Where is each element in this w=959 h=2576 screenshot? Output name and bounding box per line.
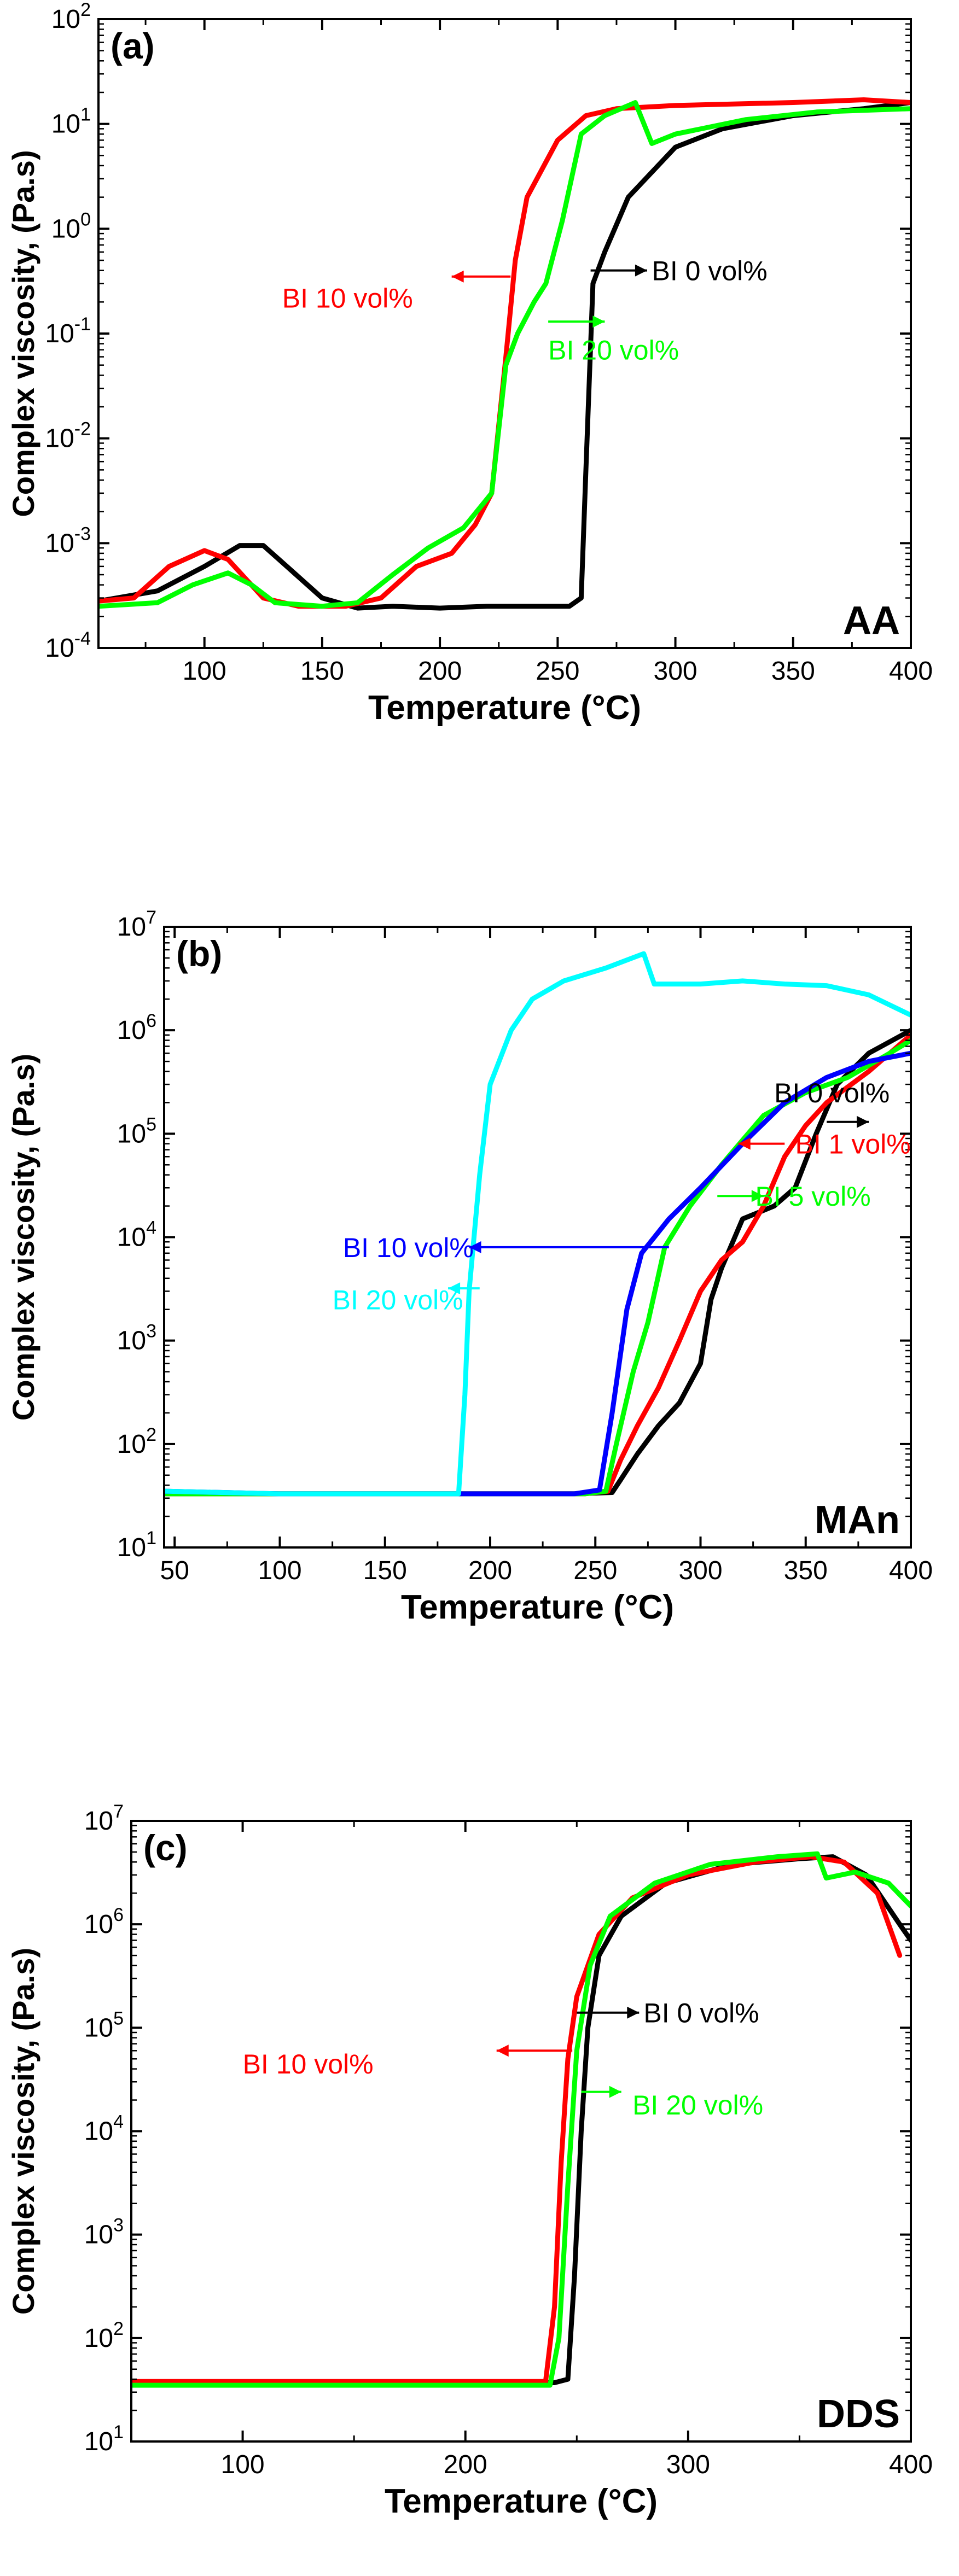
x-tick-label: 350 [771, 657, 815, 686]
annotation-arrow-head [496, 2045, 509, 2057]
y-tick-label: 10-1 [45, 314, 91, 348]
y-tick-label: 102 [51, 0, 91, 34]
x-tick-label: 350 [784, 1556, 828, 1585]
y-tick-label: 10-4 [45, 628, 91, 663]
series-group [98, 97, 911, 611]
annotation-4: BI 10 vol% [343, 1232, 669, 1263]
x-tick-label: 100 [183, 657, 226, 686]
annotation-2: BI 0 vol% [590, 256, 768, 287]
y-axis-title: Complex viscosity, (Pa.s) [6, 1054, 40, 1421]
annotation-label: BI 0 vol% [643, 1998, 759, 2029]
annotation-3: BI 5 vol% [717, 1181, 871, 1212]
series-line-1 [98, 100, 911, 611]
annotation-arrow-head [627, 2006, 640, 2019]
annotation-5: BI 20 vol% [333, 1282, 480, 1315]
annotation-label: BI 20 vol% [632, 2090, 763, 2121]
y-tick-label: 103 [84, 2215, 124, 2250]
annotation-arrow-head [738, 1137, 751, 1150]
panel-1: 100 150 200 250 300 350 400 10-4 10-3 10-2 10-1 100… [6, 0, 933, 727]
annotation-3: BI 20 vol% [548, 316, 679, 366]
y-tick-label: 102 [84, 2318, 124, 2353]
x-tick-label: 300 [678, 1556, 722, 1585]
panel-3: 100 200 300 400 101 102 103 104 105 106 107 Tempera… [6, 1801, 933, 2520]
y-tick-label: 10-3 [45, 523, 91, 558]
x-tick-label: 150 [363, 1556, 407, 1585]
x-tick-label: 200 [468, 1556, 512, 1585]
annotation-arrow-head [448, 1282, 461, 1295]
annotation-2: BI 0 vol% [577, 1998, 759, 2029]
x-tick-label: 150 [300, 657, 344, 686]
y-tick-label: 106 [117, 1010, 156, 1045]
series-line-3 [98, 100, 911, 609]
x-tick-label: 400 [889, 1556, 933, 1585]
annotation-label: BI 10 vol% [343, 1232, 474, 1263]
annotation-arrow-head [609, 2086, 621, 2098]
y-tick-label: 106 [84, 1905, 124, 1939]
x-tick-label: 250 [536, 657, 579, 686]
y-tick-label: 103 [117, 1321, 156, 1356]
panel-label: (b) [176, 933, 222, 974]
y-tick-label: 105 [117, 1114, 156, 1148]
x-tick-label: 400 [889, 2450, 933, 2479]
series-line-4 [164, 1050, 911, 1497]
corner-label: MAn [815, 1498, 900, 1542]
y-tick-label: 104 [117, 1218, 156, 1252]
panel-label: (c) [143, 1827, 188, 1868]
x-tick-label: 200 [444, 2450, 487, 2479]
y-tick-label: 105 [84, 2008, 124, 2042]
annotation-1: BI 0 vol% [774, 1078, 890, 1128]
annotation-label: BI 20 vol% [333, 1284, 463, 1315]
y-tick-label: 107 [117, 907, 156, 942]
annotation-arrow-head [451, 270, 464, 283]
y-tick-label: 101 [84, 2422, 124, 2456]
x-tick-label: 300 [666, 2450, 710, 2479]
y-tick-label: 104 [84, 2112, 124, 2146]
annotation-label: BI 20 vol% [548, 335, 679, 366]
series-line-5 [164, 951, 911, 1497]
annotation-label: BI 1 vol% [795, 1129, 911, 1160]
annotation-3: BI 20 vol% [581, 2086, 763, 2121]
corner-label: DDS [817, 2392, 900, 2436]
annotation-label: BI 0 vol% [652, 256, 768, 287]
series-group [164, 951, 911, 1497]
annotation-1: BI 10 vol% [243, 2045, 573, 2080]
annotation-1: BI 10 vol% [282, 270, 511, 313]
annotation-arrow-head [751, 1190, 764, 1202]
x-tick-label: 100 [258, 1556, 301, 1585]
y-tick-label: 107 [84, 1801, 124, 1836]
x-tick-label: 100 [221, 2450, 265, 2479]
y-tick-label: 10-2 [45, 419, 91, 453]
annotation-label: BI 10 vol% [243, 2049, 374, 2080]
annotation-arrow-head [469, 1241, 481, 1253]
x-axis-title: Temperature (°C) [368, 689, 641, 727]
x-axis-title: Temperature (°C) [385, 2482, 658, 2520]
x-tick-label: 400 [889, 657, 933, 686]
y-tick-label: 101 [51, 104, 91, 139]
annotation-2: BI 1 vol% [738, 1129, 911, 1160]
y-tick-label: 101 [117, 1528, 156, 1562]
y-tick-label: 102 [117, 1424, 156, 1459]
y-tick-label: 100 [51, 209, 91, 243]
series-line-2 [131, 1854, 903, 2384]
panel-2: 50 100 150 200 250 300 350 400 101 102 103 104 105 10… [6, 907, 933, 1626]
annotation-arrow-head [857, 1115, 869, 1128]
x-tick-label: 200 [418, 657, 462, 686]
annotation-label: BI 0 vol% [774, 1078, 890, 1108]
y-axis-title: Complex viscosity, (Pa.s) [6, 150, 40, 517]
annotation-label: BI 10 vol% [282, 283, 413, 313]
corner-label: AA [843, 599, 900, 642]
annotation-label: BI 5 vol% [755, 1181, 870, 1212]
series-group [131, 1851, 911, 2388]
annotation-arrow-head [635, 264, 647, 277]
panel-label: (a) [111, 26, 155, 66]
x-axis-title: Temperature (°C) [401, 1588, 674, 1626]
x-tick-label: 250 [573, 1556, 617, 1585]
series-line-3 [131, 1851, 911, 2388]
annotation-arrow-head [592, 316, 605, 328]
x-tick-label: 300 [654, 657, 698, 686]
y-axis-title: Complex viscosity, (Pa.s) [6, 1948, 40, 2315]
x-tick-label: 50 [160, 1556, 189, 1585]
